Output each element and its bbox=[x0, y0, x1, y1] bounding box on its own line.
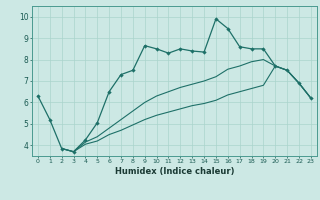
X-axis label: Humidex (Indice chaleur): Humidex (Indice chaleur) bbox=[115, 167, 234, 176]
